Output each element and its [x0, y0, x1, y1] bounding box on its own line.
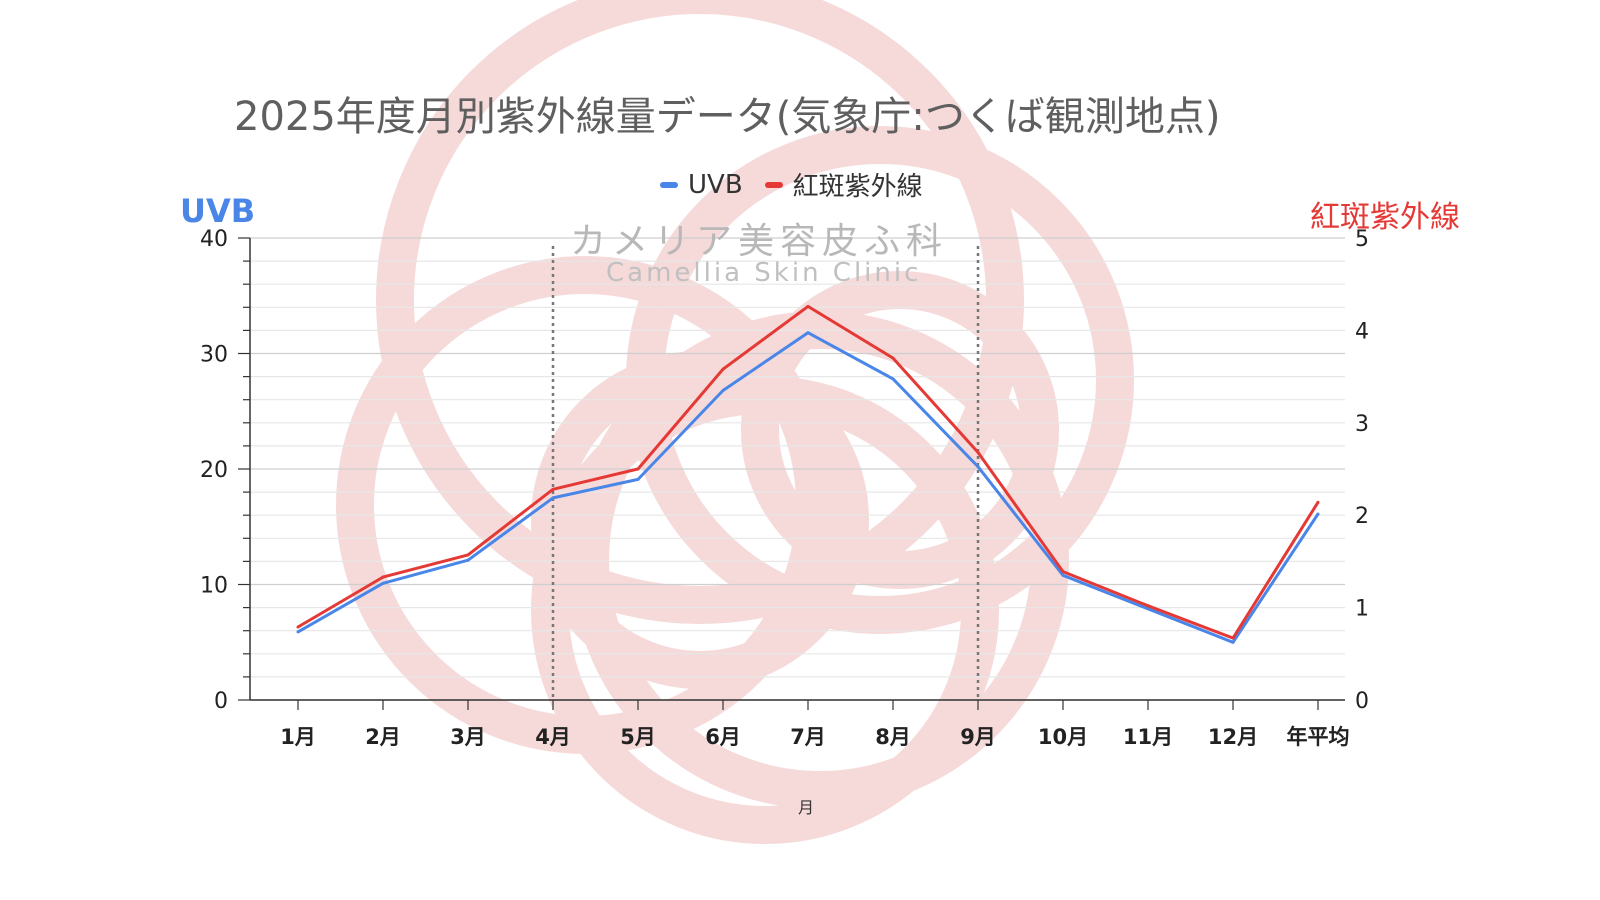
y-tick-right-label: 1 — [1355, 597, 1369, 622]
series-lines — [296, 304, 1320, 644]
y-tick-right-label: 2 — [1355, 504, 1369, 529]
vertical-markers — [551, 246, 980, 700]
legend-label-erythemal: 紅斑紫外線 — [792, 172, 923, 202]
x-tick-label: 9月 — [960, 725, 996, 749]
grid-lines — [250, 237, 1345, 701]
x-tick-label: 1月 — [280, 725, 316, 749]
x-tick-label: 5月 — [620, 725, 656, 749]
data-point-uvb-8 — [891, 377, 895, 381]
data-point-uvb-5 — [636, 477, 640, 481]
y-tick-left-label: 10 — [200, 574, 228, 599]
clinic-watermark-jp: カメリア美容皮ふ科 — [570, 221, 949, 262]
data-point-uvb-10 — [1061, 573, 1065, 577]
data-point-erythemal-7 — [806, 304, 810, 308]
series-erythemal — [296, 304, 1320, 640]
y-axis-right-label: 紅斑紫外線 — [1310, 200, 1460, 235]
data-point-uvb-2 — [381, 581, 385, 585]
legend-swatch-uvb — [660, 181, 678, 188]
y-axis-left-label: UVB — [180, 192, 256, 230]
chart-legend: UVB 紅斑紫外線 — [660, 166, 923, 203]
data-point-uvb-11 — [1146, 607, 1150, 611]
data-point-erythemal-8 — [891, 356, 895, 360]
x-tick-label: 3月 — [450, 725, 486, 749]
legend-item-uvb: UVB — [660, 170, 743, 200]
data-point-erythemal-12 — [1231, 636, 1235, 640]
chart-title: 2025年度月別紫外線量データ(気象庁:つくば観測地点) — [234, 94, 1221, 140]
legend-item-erythemal: 紅斑紫外線 — [764, 166, 923, 203]
y-tick-left-label: 0 — [214, 689, 228, 714]
logo-petal-6 — [531, 351, 869, 689]
x-tick-label: 11月 — [1123, 725, 1173, 749]
data-point-erythemal-11 — [1146, 604, 1150, 608]
legend-swatch-erythemal — [764, 181, 783, 188]
data-point-uvb-13 — [1316, 512, 1320, 516]
data-point-uvb-4 — [551, 496, 555, 500]
x-tick-label: 10月 — [1038, 725, 1088, 749]
x-tick-label: 8月 — [875, 725, 911, 749]
data-point-erythemal-13 — [1316, 500, 1320, 504]
data-point-erythemal-6 — [721, 367, 725, 371]
y-tick-right-label: 4 — [1355, 319, 1369, 344]
x-tick-label: 4月 — [535, 725, 571, 749]
data-point-uvb-9 — [976, 465, 980, 469]
data-point-uvb-3 — [466, 558, 470, 562]
x-tick-label: 6月 — [705, 725, 741, 749]
data-point-erythemal-4 — [551, 487, 555, 491]
data-point-erythemal-9 — [976, 450, 980, 454]
y-tick-left-label: 20 — [200, 458, 228, 483]
x-tick-label: 年平均 — [1287, 725, 1350, 749]
data-point-erythemal-2 — [381, 575, 385, 579]
data-point-uvb-7 — [806, 331, 810, 335]
clinic-watermark-en: Camellia Skin Clinic — [606, 258, 922, 288]
x-axis-label: 月 — [798, 798, 815, 817]
y-tick-left-label: 40 — [200, 227, 228, 252]
y-tick-right-label: 3 — [1355, 412, 1369, 437]
y-tick-right-label: 0 — [1355, 689, 1369, 714]
y-tick-right-label: 5 — [1355, 227, 1369, 252]
data-point-uvb-6 — [721, 388, 725, 392]
x-tick-label: 7月 — [790, 725, 826, 749]
data-point-erythemal-1 — [296, 625, 300, 629]
y-tick-left-label: 30 — [200, 343, 228, 368]
data-point-uvb-12 — [1231, 640, 1235, 644]
data-point-erythemal-10 — [1061, 570, 1065, 574]
axes — [238, 237, 1345, 710]
data-point-erythemal-5 — [636, 467, 640, 471]
legend-label-uvb: UVB — [688, 169, 743, 200]
logo-petal-0 — [376, 0, 1024, 624]
logo-petal-5 — [741, 271, 1059, 589]
series-uvb — [296, 331, 1320, 644]
data-point-uvb-1 — [296, 630, 300, 634]
tick-labels: 0 10 20 30 40 0 1 2 3 4 5 1月 2月 3月 4月 5月 6月 7月 8月 9月 10月 11月 1… — [200, 227, 1369, 749]
data-point-erythemal-3 — [466, 553, 470, 557]
x-tick-label: 2月 — [365, 725, 401, 749]
x-tick-label: 12月 — [1208, 725, 1258, 749]
